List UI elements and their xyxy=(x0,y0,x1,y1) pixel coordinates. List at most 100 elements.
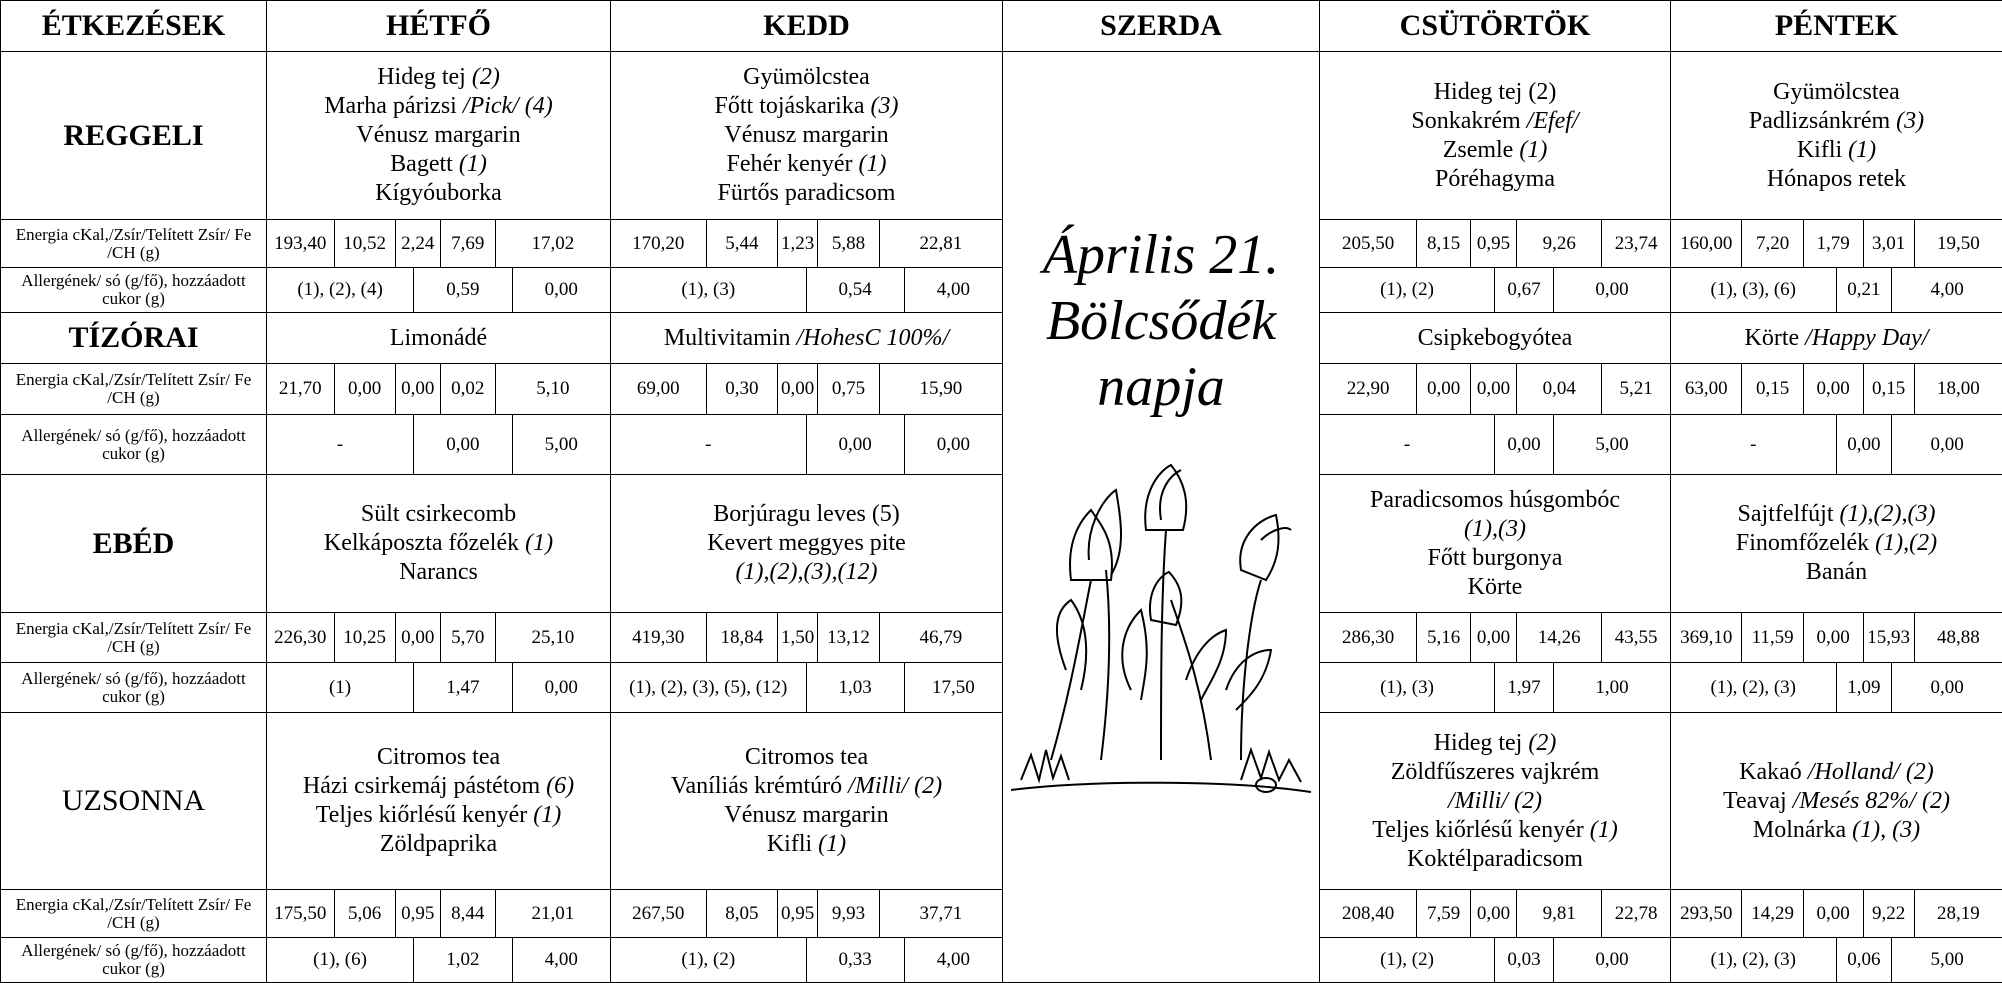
allergen-value: 0,00 xyxy=(1836,415,1892,474)
menu-item: Vaníliás krémtúró xyxy=(671,773,842,799)
energy-value: 13,12 xyxy=(817,613,879,662)
energy-value: 5,16 xyxy=(1416,613,1470,662)
menu-line: Sonkakrém/Efef/ xyxy=(1320,107,1670,136)
allergen-value: - xyxy=(1320,415,1494,474)
menu-item: Póréhagyma xyxy=(1435,166,1555,192)
menu-item: Főtt burgonya xyxy=(1428,545,1563,571)
energy-label: Energia cKal,/Zsír/Telített Zsír/ Fe /CH… xyxy=(1,890,267,938)
menu-line: Házi csirkemáj pástétom(6) xyxy=(267,772,610,801)
energy-value: 226,30 xyxy=(267,613,334,662)
energy-value: 0,75 xyxy=(817,364,879,414)
energy-value: 0,00 xyxy=(395,364,440,414)
menu-item: Kevert meggyes pite xyxy=(707,530,906,556)
energy-value: 1,23 xyxy=(777,220,817,267)
allergen-value: (1), (3) xyxy=(611,268,806,312)
energy-value: 22,81 xyxy=(879,220,1002,267)
menu-cell: Körte/Happy Day/ xyxy=(1671,313,2002,364)
energy-value: 0,04 xyxy=(1516,364,1601,414)
menu-note: (2) xyxy=(1528,730,1556,756)
allergen-row: Allergének/ só (g/fő), hozzáadott cukor … xyxy=(1,268,2002,313)
energy-value: 22,78 xyxy=(1601,890,1670,937)
energy-value: 10,25 xyxy=(334,613,395,662)
energy-value: 419,30 xyxy=(611,613,706,662)
energy-value: 205,50 xyxy=(1320,220,1416,267)
menu-line: Koktélparadicsom xyxy=(1320,845,1670,874)
energy-value: 14,29 xyxy=(1741,890,1802,937)
menu-note: (1),(2) xyxy=(1875,530,1937,556)
menu-line: Teljes kiőrlésű kenyér(1) xyxy=(1320,816,1670,845)
menu-item: Hideg tej xyxy=(1434,730,1523,756)
menu-line: Vénusz margarin xyxy=(611,801,1002,830)
menu-line: Fehér kenyér(1) xyxy=(611,150,1002,179)
menu-line: Zsemle(1) xyxy=(1320,136,1670,165)
menu-note: (1),(2),(3) xyxy=(1840,501,1936,527)
energy-row: Energia cKal,/Zsír/Telített Zsír/ Fe /CH… xyxy=(1,220,2002,268)
menu-item: Banán xyxy=(1806,559,1867,585)
allergen-value: 0,00 xyxy=(512,268,610,312)
allergen-value: 1,02 xyxy=(413,938,511,982)
allergen-value: 1,97 xyxy=(1494,663,1553,712)
allergen-value: (1), (2) xyxy=(611,938,806,982)
energy-value: 14,26 xyxy=(1516,613,1601,662)
menu-note: (1) xyxy=(858,151,886,177)
energy-value: 7,59 xyxy=(1416,890,1470,937)
menu-line: Kevert meggyes pite xyxy=(611,529,1002,558)
menu-item: Multivitamin xyxy=(664,325,791,351)
menu-item: Körte xyxy=(1468,574,1523,600)
menu-line: Zöldpaprika xyxy=(267,830,610,859)
menu-item: Csipkebogyótea xyxy=(1418,325,1573,351)
menu-item: Marha párizsi xyxy=(324,93,457,119)
allergen-row: Allergének/ só (g/fő), hozzáadott cukor … xyxy=(1,663,2002,713)
menu-note: (1) xyxy=(459,151,487,177)
allergen-value: 0,00 xyxy=(1553,268,1670,312)
menu-line: Hideg tej(2) xyxy=(1320,729,1670,758)
menu-line: Narancs xyxy=(267,558,610,587)
energy-value: 8,15 xyxy=(1416,220,1470,267)
menu-item: Hideg tej xyxy=(377,64,466,90)
menu-item: Citromos tea xyxy=(377,744,500,770)
allergen-value: 0,00 xyxy=(413,415,511,474)
menu-note: /Mesés 82%/ (2) xyxy=(1793,788,1950,814)
allergen-value: 5,00 xyxy=(1553,415,1670,474)
allergen-value: 0,03 xyxy=(1494,938,1553,982)
allergen-value: 4,00 xyxy=(1891,268,2002,312)
allergen-value: (1), (3) xyxy=(1320,663,1494,712)
menu-line: /Milli/ (2) xyxy=(1320,787,1670,816)
menu-line: Limonádé xyxy=(267,324,610,353)
menu-line: Póréhagyma xyxy=(1320,165,1670,194)
allergen-value: 1,47 xyxy=(413,663,511,712)
allergen-value: 1,03 xyxy=(806,663,904,712)
menu-cell: Hideg tej(2)Marha párizsi/Pick/ (4)Vénus… xyxy=(267,52,611,220)
menu-item: Zöldpaprika xyxy=(380,831,497,857)
allergen-value: - xyxy=(1671,415,1836,474)
menu-note: (1) xyxy=(525,530,553,556)
menu-line: Molnárka(1), (3) xyxy=(1671,816,2002,845)
menu-line: Hideg tej(2) xyxy=(267,63,610,92)
menu-line: Marha párizsi/Pick/ (4) xyxy=(267,92,610,121)
